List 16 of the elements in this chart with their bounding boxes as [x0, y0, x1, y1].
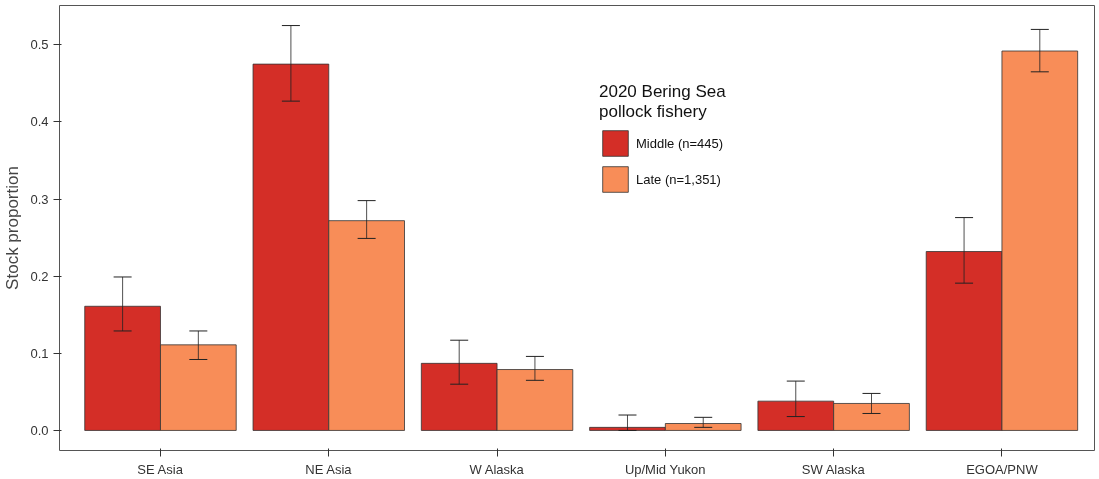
x-tick-label: W Alaska — [469, 461, 525, 477]
x-tick-label: Up/Mid Yukon — [624, 461, 706, 477]
y-tick-label: 0.5 — [30, 37, 49, 53]
legend-label: Late (n=1,351) — [636, 171, 721, 187]
legend-label: Middle (n=445) — [636, 135, 724, 151]
x-tick-label: SW Alaska — [801, 461, 866, 477]
x-tick-label: SE Asia — [137, 461, 184, 477]
x-tick-label: NE Asia — [305, 461, 353, 477]
y-tick-label: 0.3 — [30, 191, 49, 207]
y-axis-title: Stock proportion — [3, 166, 23, 290]
y-tick-label: 0.2 — [30, 268, 49, 284]
y-tick-label: 0.1 — [30, 345, 49, 361]
x-tick-label: EGOA/PNW — [966, 461, 1039, 477]
y-tick-label: 0.0 — [30, 422, 49, 438]
y-tick-label: 0.4 — [30, 114, 49, 130]
legend-title: 2020 Bering Sea pollock fishery — [599, 82, 726, 122]
